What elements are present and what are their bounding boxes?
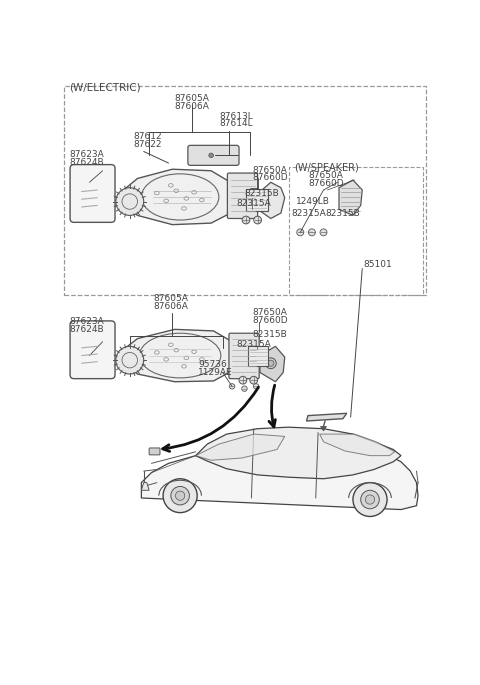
Circle shape [320, 229, 327, 236]
Text: (W/ELECTRIC): (W/ELECTRIC) [69, 82, 141, 92]
Text: 87624B: 87624B [69, 325, 104, 334]
FancyBboxPatch shape [229, 333, 259, 379]
Circle shape [242, 386, 247, 391]
Circle shape [209, 153, 214, 158]
Circle shape [297, 229, 304, 236]
Text: 1249LB: 1249LB [296, 197, 330, 206]
Text: 87650A: 87650A [308, 171, 343, 180]
Circle shape [268, 360, 274, 366]
FancyBboxPatch shape [149, 448, 160, 455]
Circle shape [163, 479, 197, 512]
Text: 82315B: 82315B [252, 329, 287, 338]
Text: 87614L: 87614L [219, 119, 252, 128]
Text: 87650A: 87650A [252, 308, 287, 317]
Circle shape [360, 490, 379, 509]
Circle shape [242, 216, 250, 224]
Text: 82315B: 82315B [244, 188, 279, 198]
Polygon shape [196, 427, 401, 479]
Circle shape [176, 491, 185, 500]
Circle shape [171, 486, 190, 505]
Text: 87623A: 87623A [69, 150, 104, 159]
Polygon shape [320, 434, 395, 456]
Circle shape [253, 384, 259, 389]
Bar [64, 86, 426, 295]
Text: 82315A: 82315A [237, 340, 272, 349]
Text: 87660D: 87660D [252, 173, 288, 182]
Circle shape [353, 483, 387, 516]
Text: 82315B: 82315B [325, 210, 360, 219]
Circle shape [308, 229, 315, 236]
Text: 87660D: 87660D [308, 179, 344, 188]
Circle shape [229, 384, 235, 389]
Text: 87624B: 87624B [69, 158, 104, 167]
Text: 87612: 87612 [133, 132, 162, 142]
Circle shape [265, 358, 276, 369]
Text: 87623A: 87623A [69, 317, 104, 326]
Text: 87605A: 87605A [153, 294, 188, 303]
Polygon shape [306, 413, 347, 421]
Text: 1129AE: 1129AE [198, 368, 233, 377]
Polygon shape [142, 483, 149, 490]
Text: 95736: 95736 [198, 360, 227, 369]
Circle shape [239, 376, 247, 384]
Bar [288, 167, 423, 295]
Text: 87605A: 87605A [175, 94, 210, 103]
Polygon shape [339, 180, 362, 215]
Text: 87606A: 87606A [153, 302, 188, 311]
Circle shape [116, 188, 144, 215]
Polygon shape [196, 434, 285, 460]
FancyBboxPatch shape [70, 164, 115, 223]
Circle shape [116, 347, 144, 374]
Bar [246, 189, 268, 211]
Text: 87650A: 87650A [252, 166, 287, 175]
Circle shape [254, 216, 262, 224]
Circle shape [365, 495, 375, 504]
Text: 87613L: 87613L [219, 112, 252, 121]
Text: (W/SPEAKER): (W/SPEAKER) [294, 162, 359, 173]
Text: 85101: 85101 [364, 260, 393, 269]
Polygon shape [260, 347, 285, 382]
Circle shape [250, 376, 258, 384]
Bar [248, 347, 268, 366]
Text: 87660D: 87660D [252, 316, 288, 325]
Polygon shape [142, 448, 418, 510]
FancyBboxPatch shape [228, 173, 258, 219]
Text: 82315A: 82315A [291, 210, 326, 219]
Polygon shape [123, 169, 234, 225]
Polygon shape [123, 329, 235, 382]
Polygon shape [258, 182, 285, 219]
FancyBboxPatch shape [70, 321, 115, 379]
Text: 87606A: 87606A [175, 101, 210, 111]
Text: 87622: 87622 [133, 140, 162, 149]
Text: 82315A: 82315A [237, 199, 272, 208]
Polygon shape [321, 426, 326, 431]
FancyBboxPatch shape [188, 145, 239, 165]
